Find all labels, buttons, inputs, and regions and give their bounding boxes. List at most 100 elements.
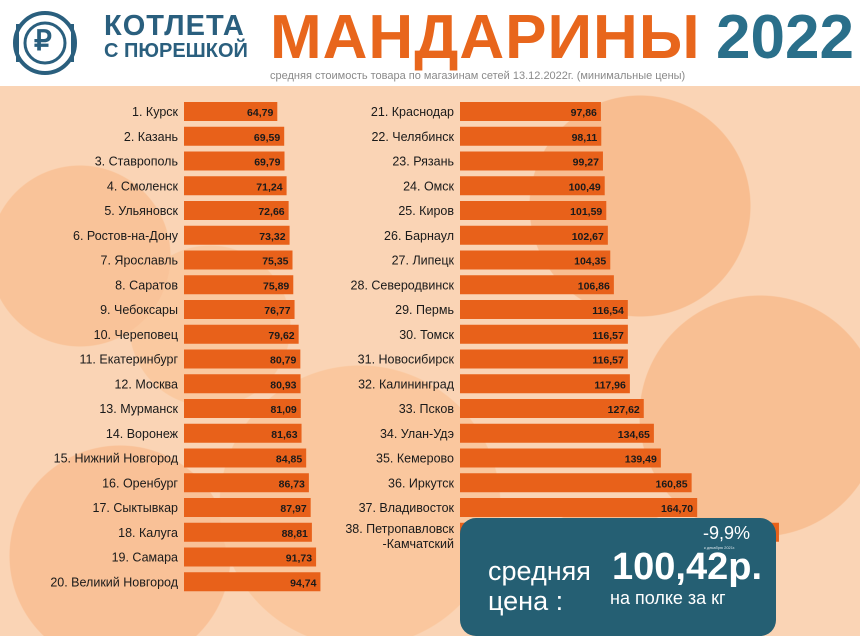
bar [460, 176, 605, 196]
category-label: 10. Череповец [94, 328, 178, 342]
category-label: 12. Москва [114, 377, 178, 391]
value-label: 69,79 [254, 157, 280, 169]
category-label: 21. Краснодар [371, 105, 454, 119]
category-label: 6. Ростов-на-Дону [73, 229, 179, 243]
bar [184, 522, 312, 542]
average-label-line1: средняя [488, 556, 591, 586]
category-label: 22. Челябинск [371, 130, 454, 144]
category-label: 4. Смоленск [107, 179, 179, 193]
value-label: 84,85 [276, 454, 302, 466]
bar [184, 151, 285, 171]
category-label: 7. Ярославль [101, 254, 178, 268]
average-change: -9,9% [703, 523, 751, 543]
bar [184, 201, 289, 220]
value-label: 116,57 [592, 355, 624, 367]
bar [184, 349, 301, 369]
brand-name-line1: КОТЛЕТА [104, 10, 245, 42]
category-label: 1. Курск [132, 105, 178, 119]
bar [184, 102, 278, 121]
bar [184, 176, 287, 196]
bar [184, 324, 299, 344]
value-label: 94,74 [290, 577, 316, 589]
value-label: 79,62 [268, 330, 294, 342]
page-subtitle: средняя стоимость товара по магазинам се… [270, 70, 686, 82]
category-label: 25. Киров [398, 204, 454, 218]
value-label: 81,09 [270, 404, 296, 416]
category-label: 8. Саратов [115, 278, 178, 292]
bar [460, 250, 611, 270]
bar [184, 225, 290, 245]
header: ₽ КОТЛЕТА С ПЮРЕШКОЙ МАНДАРИНЫ 2022 сред… [0, 0, 860, 86]
bar [460, 126, 602, 146]
value-label: 71,24 [256, 181, 282, 193]
average-label: средняя цена : [488, 556, 591, 616]
mandarin-background [0, 86, 860, 636]
value-label: 73,32 [259, 231, 285, 243]
category-label-line2: -Камчатский [383, 537, 454, 551]
value-label: 99,27 [573, 157, 599, 169]
bar [460, 374, 630, 394]
bar [460, 201, 607, 220]
category-label: 34. Улан-Удэ [380, 427, 454, 441]
value-label: 72,66 [258, 206, 284, 218]
value-label: 117,96 [594, 379, 626, 391]
page-title: МАНДАРИНЫ [270, 3, 701, 72]
value-label: 64,79 [247, 107, 273, 119]
average-value: 100,42р. [612, 546, 762, 588]
value-label: 97,86 [571, 107, 597, 119]
category-label: 5. Ульяновск [104, 204, 178, 218]
category-label: 18. Калуга [118, 526, 178, 540]
value-label: 100,49 [569, 181, 601, 193]
category-label: 2. Казань [124, 130, 178, 144]
category-label: 11. Екатеринбург [79, 353, 178, 367]
logo-icon [13, 11, 77, 75]
value-label: 106,86 [578, 280, 610, 292]
category-label: 32. Калининград [358, 377, 455, 391]
category-label: 37. Владивосток [359, 501, 455, 515]
average-price-box: средняя цена : 100,42р. на полке за кг -… [460, 518, 776, 636]
category-label: 15. Нижний Новгород [54, 452, 179, 466]
bar [184, 423, 302, 443]
bar [460, 275, 614, 295]
bar [460, 151, 603, 171]
value-label: 116,54 [592, 305, 624, 317]
logo-letter: ₽ [34, 25, 52, 56]
value-label: 134,65 [618, 429, 650, 441]
value-label: 160,85 [655, 478, 687, 490]
category-label: 30. Томск [399, 328, 454, 342]
category-label: 27. Липецк [392, 254, 455, 268]
value-label: 76,77 [264, 305, 290, 317]
value-label: 80,79 [270, 355, 296, 367]
value-label: 86,73 [279, 478, 305, 490]
category-label: 28. Северодвинск [351, 278, 455, 292]
brand-name-line2: С ПЮРЕШКОЙ [104, 40, 248, 62]
category-label: 24. Омск [403, 179, 454, 193]
category-label: 38. Петропавловск [345, 522, 454, 536]
category-label: 3. Ставрополь [95, 155, 178, 169]
bar [460, 102, 601, 121]
bar [184, 448, 307, 468]
bar [184, 126, 285, 146]
average-subtitle: на полке за кг [610, 588, 726, 608]
category-label: 13. Мурманск [99, 402, 178, 416]
bar [184, 374, 301, 394]
value-label: 75,89 [263, 280, 289, 292]
bar [184, 399, 301, 418]
category-label: 35. Кемерово [376, 452, 454, 466]
average-change-note: к декабрю 2021г. [704, 545, 736, 550]
value-label: 80,93 [270, 379, 296, 391]
category-label: 31. Новосибирск [358, 353, 455, 367]
value-label: 98,11 [572, 132, 598, 144]
category-label: 20. Великий Новгород [50, 575, 178, 589]
bar [460, 399, 644, 418]
bar [460, 423, 654, 443]
category-label: 36. Иркутск [388, 476, 454, 490]
value-label: 87,97 [280, 503, 306, 515]
value-label: 88,81 [282, 528, 308, 540]
category-label: 23. Рязань [392, 155, 454, 169]
category-label: 33. Псков [399, 402, 455, 416]
bar [460, 225, 608, 245]
category-label: 9. Чебоксары [100, 303, 178, 317]
average-label-line2: цена : [488, 586, 564, 616]
bar [184, 473, 309, 493]
